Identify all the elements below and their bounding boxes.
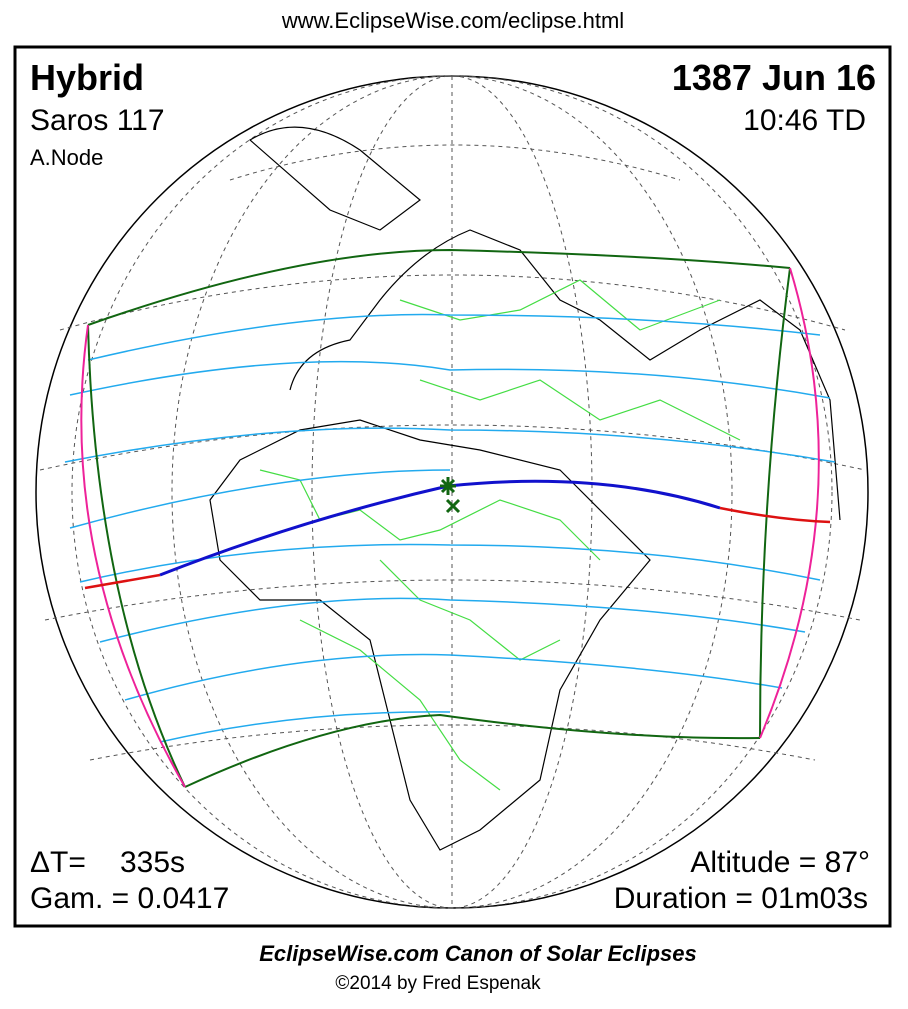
frame — [13, 45, 892, 928]
node: A.Node — [30, 145, 103, 170]
delta-t-value: 335s — [120, 846, 185, 879]
globe — [35, 75, 869, 909]
gamma: Gam. = 0.0417 — [30, 882, 229, 915]
footer-title: EclipseWise.com Canon of Solar Eclipses — [259, 941, 697, 966]
altitude: Altitude = 87° — [690, 846, 870, 879]
saros: Saros 117 — [30, 104, 165, 137]
copyright: ©2014 by Fred Espenak — [335, 973, 541, 994]
date: 1387 Jun 16 — [672, 57, 876, 98]
delta-t-label: ΔT= — [30, 846, 86, 879]
eclipse-type: Hybrid — [30, 57, 144, 98]
duration: Duration = 01m03s — [614, 882, 868, 915]
url: www.EclipseWise.com/eclipse.html — [281, 8, 624, 33]
time: 10:46 TD — [743, 104, 866, 137]
